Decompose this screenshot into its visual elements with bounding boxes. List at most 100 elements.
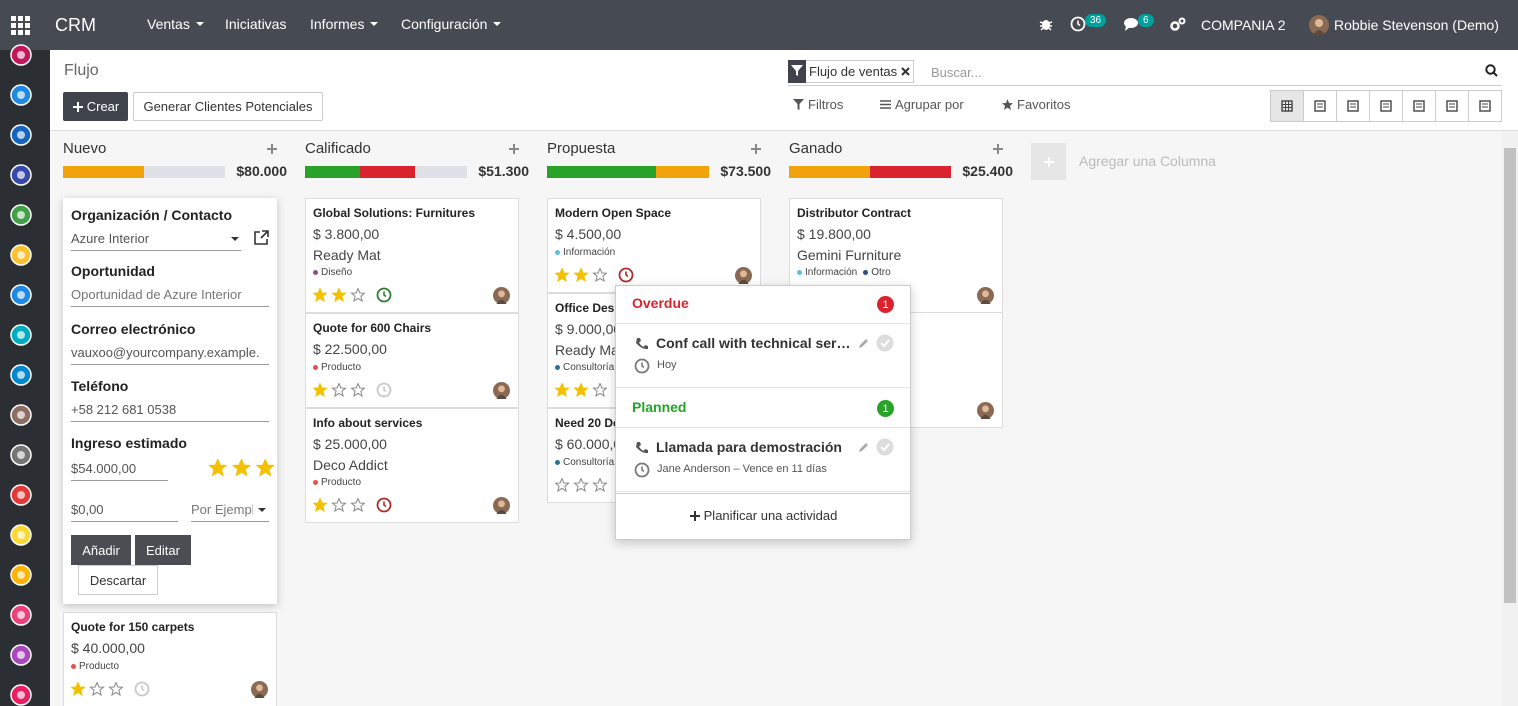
app-shortcut[interactable] bbox=[10, 444, 32, 466]
create-button[interactable]: Crear bbox=[63, 92, 128, 121]
debug-icon[interactable] bbox=[1039, 17, 1053, 32]
app-shortcut[interactable] bbox=[10, 244, 32, 266]
mark-done[interactable] bbox=[876, 334, 894, 352]
favorites[interactable]: Favoritos bbox=[1002, 97, 1070, 112]
salesperson-avatar[interactable] bbox=[493, 497, 510, 514]
app-shortcut[interactable] bbox=[10, 564, 32, 586]
menu-item[interactable]: Configuración bbox=[401, 16, 502, 32]
edit-activity[interactable] bbox=[858, 441, 869, 453]
salesperson-avatar[interactable] bbox=[977, 402, 994, 419]
salesperson-avatar[interactable] bbox=[735, 267, 752, 284]
app-shortcut[interactable] bbox=[10, 684, 32, 706]
salesperson-avatar[interactable] bbox=[493, 382, 510, 399]
external-link[interactable] bbox=[253, 230, 269, 246]
mark-done[interactable] bbox=[876, 438, 894, 456]
view-switch[interactable] bbox=[1336, 90, 1370, 122]
field-input[interactable]: Por Ejempl bbox=[191, 502, 253, 517]
app-shortcut[interactable] bbox=[10, 604, 32, 626]
dropdown-caret[interactable] bbox=[258, 508, 266, 512]
opportunity-card[interactable]: Info about services $ 25.000,00 Deco Addic… bbox=[305, 408, 519, 523]
generate-button[interactable]: Generar Clientes Potenciales bbox=[133, 92, 323, 121]
column-add[interactable] bbox=[992, 143, 1004, 155]
discard-button[interactable]: Descartar bbox=[78, 565, 158, 595]
group-by[interactable]: Agrupar por bbox=[880, 97, 964, 112]
menu-item[interactable]: Informes bbox=[310, 16, 379, 32]
apps-menu[interactable] bbox=[11, 16, 30, 35]
salesperson-avatar[interactable] bbox=[493, 287, 510, 304]
progress-segment[interactable] bbox=[415, 166, 467, 178]
app-shortcut[interactable] bbox=[10, 164, 32, 186]
column-add[interactable] bbox=[266, 143, 278, 155]
add-column-button[interactable] bbox=[1031, 143, 1066, 180]
progress-segment[interactable] bbox=[144, 166, 225, 178]
progress-segment[interactable] bbox=[63, 166, 144, 178]
search-input[interactable]: Buscar... bbox=[931, 65, 982, 80]
progress-segment[interactable] bbox=[789, 166, 870, 178]
menu-item[interactable]: Ventas bbox=[147, 16, 204, 32]
add-column-label[interactable]: Agregar una Columna bbox=[1079, 153, 1216, 169]
activity-state[interactable] bbox=[134, 681, 150, 697]
app-shortcut[interactable] bbox=[10, 324, 32, 346]
activity-state[interactable] bbox=[376, 497, 392, 513]
view-switch[interactable] bbox=[1435, 90, 1469, 122]
app-shortcut[interactable] bbox=[10, 364, 32, 386]
app-shortcut[interactable] bbox=[10, 524, 32, 546]
field-input[interactable]: Oportunidad de Azure Interior bbox=[71, 287, 242, 302]
activity-state[interactable] bbox=[376, 382, 392, 398]
messages-icon[interactable] bbox=[1123, 17, 1139, 32]
activity-state[interactable] bbox=[618, 267, 634, 283]
edit-activity[interactable] bbox=[858, 337, 869, 349]
app-shortcut[interactable] bbox=[10, 484, 32, 506]
priority-stars[interactable] bbox=[313, 288, 365, 302]
field-input[interactable]: vauxoo@yourcompany.example. bbox=[71, 345, 260, 360]
activity-state[interactable] bbox=[376, 287, 392, 303]
progress-segment[interactable] bbox=[655, 166, 709, 178]
progress-segment[interactable] bbox=[870, 166, 951, 178]
priority-stars[interactable] bbox=[555, 478, 607, 492]
search-icon[interactable] bbox=[1485, 64, 1498, 77]
activity-icon[interactable] bbox=[1070, 16, 1086, 32]
opportunity-card[interactable]: Quote for 150 carpets $ 40.000,00 Producto bbox=[63, 612, 277, 706]
app-shortcut[interactable] bbox=[10, 44, 32, 66]
app-shortcut[interactable] bbox=[10, 124, 32, 146]
view-switch[interactable] bbox=[1270, 90, 1304, 122]
edit-button[interactable]: Editar bbox=[135, 535, 191, 565]
opportunity-card[interactable]: Global Solutions: Furnitures $ 3.800,00 Re… bbox=[305, 198, 519, 313]
view-switch[interactable] bbox=[1468, 90, 1502, 122]
app-shortcut[interactable] bbox=[10, 404, 32, 426]
menu-item[interactable]: Iniciativas bbox=[225, 16, 286, 32]
app-shortcut[interactable] bbox=[10, 284, 32, 306]
app-shortcut[interactable] bbox=[10, 204, 32, 226]
opportunity-card[interactable]: Quote for 600 Chairs $ 22.500,00 Producto bbox=[305, 313, 519, 408]
dropdown-caret[interactable] bbox=[231, 237, 239, 241]
company-name[interactable]: COMPANIA 2 bbox=[1201, 17, 1286, 33]
field-input[interactable]: $0,00 bbox=[71, 502, 104, 517]
add-button[interactable]: Añadir bbox=[71, 535, 131, 565]
app-shortcut[interactable] bbox=[10, 84, 32, 106]
priority-stars[interactable] bbox=[313, 383, 365, 397]
view-switch[interactable] bbox=[1402, 90, 1436, 122]
search-facet[interactable]: Flujo de ventas bbox=[806, 60, 915, 83]
field-input[interactable]: Azure Interior bbox=[71, 231, 150, 246]
view-switch[interactable] bbox=[1303, 90, 1337, 122]
priority-stars[interactable] bbox=[555, 383, 607, 397]
activity-summary[interactable]: Conf call with technical ser… bbox=[656, 335, 851, 351]
opportunity-card[interactable]: Modern Open Space $ 4.500,00 Información bbox=[547, 198, 761, 293]
app-shortcut[interactable] bbox=[10, 644, 32, 666]
field-input[interactable]: $54.000,00 bbox=[71, 461, 137, 476]
priority-stars[interactable] bbox=[209, 459, 274, 477]
priority-stars[interactable] bbox=[71, 682, 123, 696]
progress-segment[interactable] bbox=[360, 166, 416, 178]
priority-stars[interactable] bbox=[313, 498, 365, 512]
column-add[interactable] bbox=[508, 143, 520, 155]
filters[interactable]: Filtros bbox=[793, 97, 843, 112]
schedule-activity[interactable]: Planificar una actividad bbox=[616, 508, 910, 523]
company-icon[interactable] bbox=[1170, 17, 1186, 31]
user-avatar[interactable] bbox=[1309, 15, 1329, 35]
salesperson-avatar[interactable] bbox=[251, 681, 268, 698]
column-add[interactable] bbox=[750, 143, 762, 155]
progress-segment[interactable] bbox=[305, 166, 361, 178]
view-switch[interactable] bbox=[1369, 90, 1403, 122]
facet-remove[interactable] bbox=[901, 67, 910, 76]
field-input[interactable]: +58 212 681 0538 bbox=[71, 402, 177, 417]
